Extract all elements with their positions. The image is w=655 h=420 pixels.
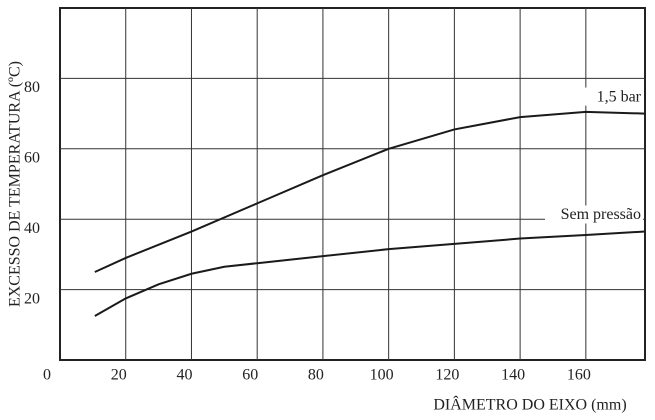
x-tick-label: 160 xyxy=(567,367,591,384)
x-tick-label: 100 xyxy=(370,367,394,384)
data-line xyxy=(94,110,646,273)
data-line xyxy=(94,230,646,317)
series-label: Sem pressão xyxy=(561,206,641,223)
x-tick-label: 120 xyxy=(435,367,459,384)
x-tick-label: 40 xyxy=(176,367,192,384)
x-tick-label: 0 xyxy=(43,367,51,384)
y-axis-title: EXCESSO DE TEMPERATURA (ºC) xyxy=(7,61,24,307)
y-tick-label: 20 xyxy=(24,290,40,307)
x-tick-label: 80 xyxy=(308,367,324,384)
x-tick-label: 20 xyxy=(111,367,127,384)
label-bg xyxy=(545,205,643,224)
y-tick-label: 40 xyxy=(24,220,40,237)
y-tick-label: 60 xyxy=(24,149,40,166)
series-label: 1,5 bar xyxy=(597,88,642,105)
x-tick-label: 60 xyxy=(242,367,258,384)
x-tick-label: 140 xyxy=(501,367,525,384)
label-bg xyxy=(545,87,643,106)
plot-frame xyxy=(59,7,646,361)
y-tick-label: 80 xyxy=(24,79,40,96)
x-axis-title: DIÂMETRO DO EIXO (mm) xyxy=(433,395,626,414)
